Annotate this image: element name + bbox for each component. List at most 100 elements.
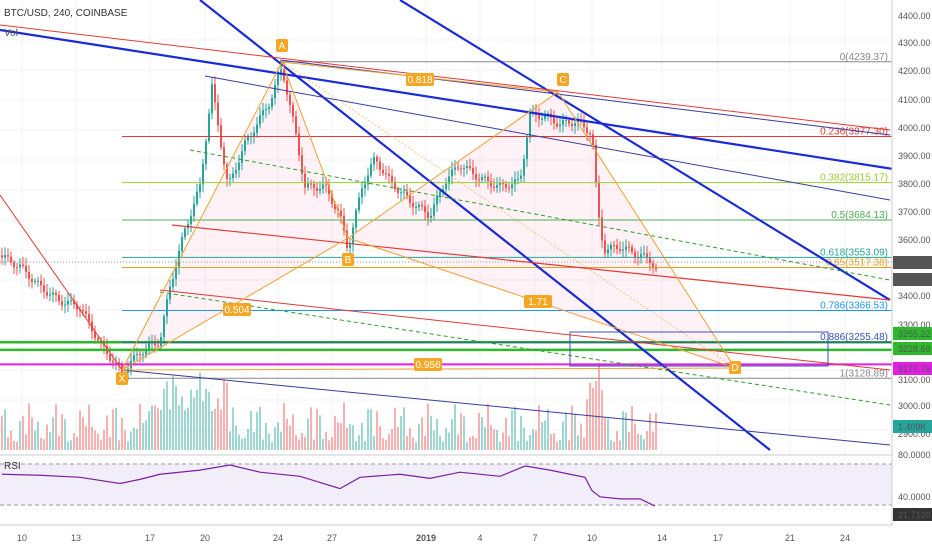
- candle-body: [640, 254, 642, 258]
- trendline-red-mid[interactable]: [171, 224, 891, 301]
- candle-body: [631, 247, 633, 253]
- time-tick: 14: [657, 533, 667, 543]
- fib-level-label: 0.886(3255.48): [820, 332, 888, 343]
- volume-bar: [601, 390, 603, 450]
- candle-body: [292, 104, 294, 117]
- volume-bar: [52, 417, 54, 450]
- trendlines[interactable]: [0, 0, 932, 451]
- candle-body: [568, 120, 570, 124]
- volume-bar: [37, 421, 39, 450]
- candle-body: [457, 167, 459, 169]
- volume-bar: [346, 427, 348, 450]
- rsi-label: RSI: [4, 461, 21, 472]
- candle-body: [514, 179, 516, 185]
- price-tick: 4300.00: [898, 38, 931, 48]
- price-tick: 3100.00: [898, 375, 931, 385]
- candle-body: [268, 107, 270, 110]
- volume-bar: [88, 404, 90, 450]
- candle-body: [469, 166, 471, 168]
- candle-body: [484, 176, 486, 178]
- trendline-red-low[interactable]: [159, 289, 891, 371]
- candle-body: [508, 187, 510, 189]
- volume-bar: [646, 431, 648, 450]
- target-zone-box[interactable]: [569, 331, 829, 367]
- trendline-red-left[interactable]: [0, 194, 123, 371]
- volume-bar: [13, 440, 15, 450]
- candle-body: [199, 184, 201, 192]
- volume-bar: [472, 435, 474, 450]
- svg-text:B: B: [345, 255, 352, 266]
- volume-bar: [142, 422, 144, 450]
- candle-body: [109, 354, 111, 361]
- volume-bar: [355, 441, 357, 450]
- volume-bar: [4, 409, 6, 450]
- candle-body: [385, 173, 387, 175]
- candle-body: [358, 197, 360, 211]
- candle-body: [475, 174, 477, 180]
- candle-body: [82, 309, 84, 312]
- candle-body: [643, 253, 645, 255]
- candle-body: [601, 217, 603, 241]
- svg-text:1.71: 1.71: [528, 297, 548, 308]
- candle-body: [16, 267, 18, 269]
- candle-body: [346, 230, 348, 249]
- volume-bar: [391, 428, 393, 450]
- trendline-red-top[interactable]: [0, 24, 891, 131]
- trendline-diagonal-1[interactable]: [199, 0, 771, 451]
- volume-bar: [43, 439, 45, 450]
- volume-bar: [580, 423, 582, 450]
- trendline-diagonal-2[interactable]: [399, 0, 891, 301]
- candle-body: [310, 183, 312, 185]
- candle-body: [400, 192, 402, 194]
- volume-bar: [34, 430, 36, 450]
- candle-body: [589, 133, 591, 135]
- candle-body: [25, 265, 27, 272]
- trendline-upper-blue[interactable]: [0, 28, 932, 177]
- volume-bar: [475, 438, 477, 450]
- volume-bar: [652, 431, 654, 450]
- volume-bar: [445, 427, 447, 450]
- price-tick: 3300.00: [898, 320, 931, 330]
- volume-bar: [91, 426, 93, 450]
- time-axis: 10 13 17 20 24 27 2019 4 7 10 14 17 21 24: [0, 524, 892, 543]
- candle-body: [655, 266, 657, 270]
- time-tick: 17: [145, 533, 155, 543]
- candle-body: [295, 116, 297, 134]
- trendline-thin-2[interactable]: [204, 75, 891, 201]
- candle-body: [289, 94, 291, 105]
- volume-bar: [559, 440, 561, 450]
- candle-body: [34, 281, 36, 283]
- candle-body: [625, 246, 627, 250]
- trendline-green-dashed-2[interactable]: [159, 291, 891, 406]
- price-axis: 4400.00 4300.00 4200.00 4100.00 4000.00 3900.…: [893, 11, 932, 521]
- volume-bar: [22, 416, 24, 450]
- volume-bar: [31, 417, 33, 450]
- ratio-label: 0.504: [223, 303, 251, 316]
- price-tick: 4400.00: [898, 11, 931, 21]
- candle-body: [472, 167, 474, 175]
- volume-bar: [226, 382, 228, 450]
- candle-body: [67, 300, 69, 305]
- candle-body: [541, 118, 543, 120]
- volume-bar: [295, 435, 297, 450]
- fib-level-label: 0.618(3553.09): [820, 247, 888, 258]
- volume-bar: [310, 407, 312, 450]
- volume-bar: [160, 409, 162, 450]
- candle-body: [505, 183, 507, 188]
- trendline-thin-3[interactable]: [121, 369, 891, 446]
- volume-bars: [1, 362, 657, 450]
- time-tick: 4: [477, 533, 482, 543]
- volume-bar: [634, 423, 636, 450]
- candle-body: [133, 354, 135, 361]
- volume-bar: [73, 433, 75, 450]
- svg-text:3228.69: 3228.69: [898, 344, 931, 354]
- candle-body: [433, 204, 435, 216]
- candle-body: [7, 255, 9, 257]
- price-tick: 3600.00: [898, 235, 931, 245]
- volume-bar: [106, 415, 108, 450]
- volume-bar: [589, 382, 591, 450]
- candle-body: [157, 345, 159, 347]
- pattern-ratios: 0.818 0.504 1.71 0.956: [223, 73, 552, 371]
- volume-bar: [535, 430, 537, 450]
